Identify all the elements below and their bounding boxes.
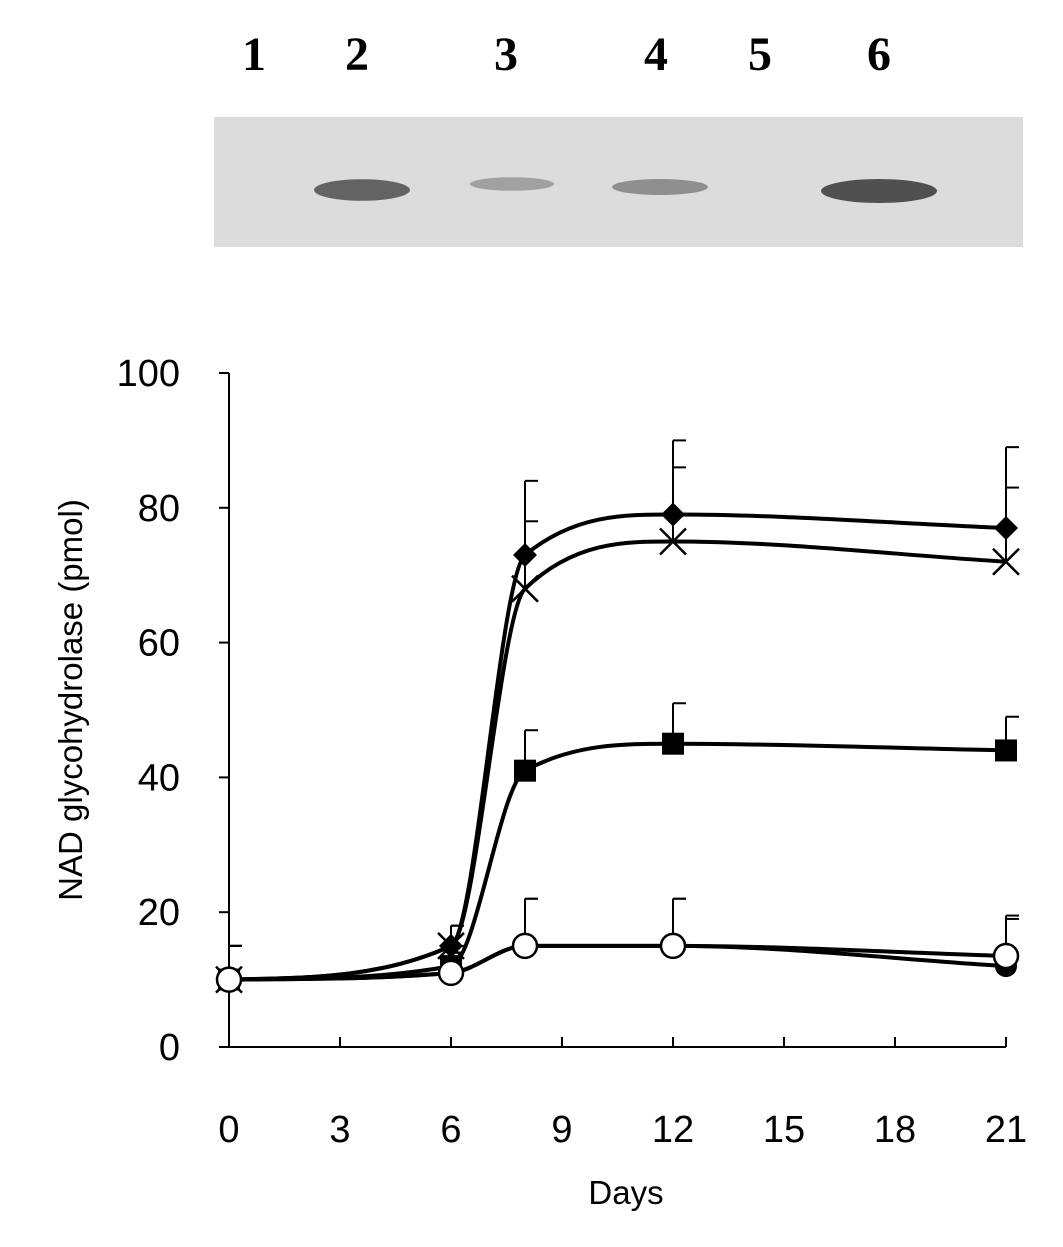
line-chart: 0 20 40 60 80 100 0 3 6 9 12 15 18 21 Days NAD glyco… — [52, 353, 1027, 1211]
marker-open-circle-day-21 — [992, 942, 1020, 970]
marker-open-circle-day-12 — [659, 932, 687, 960]
y-axis-title: NAD glycohydrolase (pmol) — [52, 499, 89, 901]
x-tick-label-0: 0 — [218, 1109, 239, 1151]
marker-x-day-21 — [992, 547, 1020, 576]
series-curves — [228, 512, 1007, 982]
marker-x-day-6 — [437, 932, 465, 960]
marker-open-circle-day-0 — [215, 966, 243, 993]
lane-label-5: 5 — [748, 28, 772, 81]
marker-x-day-8 — [511, 574, 539, 603]
x-tick-label-15: 15 — [763, 1109, 805, 1151]
error-bars — [228, 439, 1019, 980]
marker-square-day-8 — [514, 759, 536, 782]
marker-open-circle-day-8 — [511, 932, 539, 960]
marker-x-day-12 — [659, 527, 687, 556]
y-tick-label-20: 20 — [138, 892, 180, 934]
x-tick-labels: 0 3 6 9 12 15 18 21 — [218, 1109, 1027, 1151]
y-tick-label-100: 100 — [117, 353, 180, 395]
marker-diamond-day-12 — [661, 502, 685, 527]
series-open-circle-line — [228, 943, 1007, 982]
x-tick-label-6: 6 — [440, 1109, 461, 1151]
lane-label-2: 2 — [345, 28, 369, 81]
lane-label-6: 6 — [867, 28, 891, 81]
marker-diamond-day-8 — [513, 542, 537, 567]
x-axis-title: Days — [588, 1174, 663, 1211]
data-markers — [215, 502, 1020, 994]
blot-band-lane-6 — [821, 179, 937, 203]
blot-band-lane-3 — [470, 177, 554, 191]
y-tick-label-40: 40 — [138, 757, 180, 799]
x-tick-label-9: 9 — [551, 1109, 572, 1151]
lane-labels: 1 2 3 4 5 6 — [242, 28, 891, 81]
marker-square-day-12 — [662, 732, 684, 755]
y-tick-labels: 0 20 40 60 80 100 — [117, 353, 180, 1069]
x-tick-label-12: 12 — [652, 1109, 694, 1151]
marker-square-day-21 — [995, 739, 1017, 762]
y-tick-label-80: 80 — [138, 488, 180, 530]
lane-label-1: 1 — [242, 28, 266, 81]
lane-label-3: 3 — [494, 28, 518, 81]
series-x-line — [228, 539, 1007, 982]
western-blot-panel: 1 2 3 4 5 6 — [214, 28, 1023, 247]
y-tick-label-0: 0 — [159, 1027, 180, 1069]
x-tick-label-3: 3 — [329, 1109, 350, 1151]
lane-label-4: 4 — [644, 28, 668, 81]
x-tick-label-18: 18 — [874, 1109, 916, 1151]
chart-axes — [219, 372, 1007, 1048]
blot-band-lane-4 — [612, 179, 708, 195]
y-tick-label-60: 60 — [138, 623, 180, 665]
x-tick-label-21: 21 — [985, 1109, 1027, 1151]
marker-diamond-day-21 — [994, 516, 1018, 541]
blot-band-lane-2 — [314, 179, 410, 201]
blot-bands — [314, 177, 937, 203]
marker-open-circle-day-6 — [437, 959, 465, 987]
